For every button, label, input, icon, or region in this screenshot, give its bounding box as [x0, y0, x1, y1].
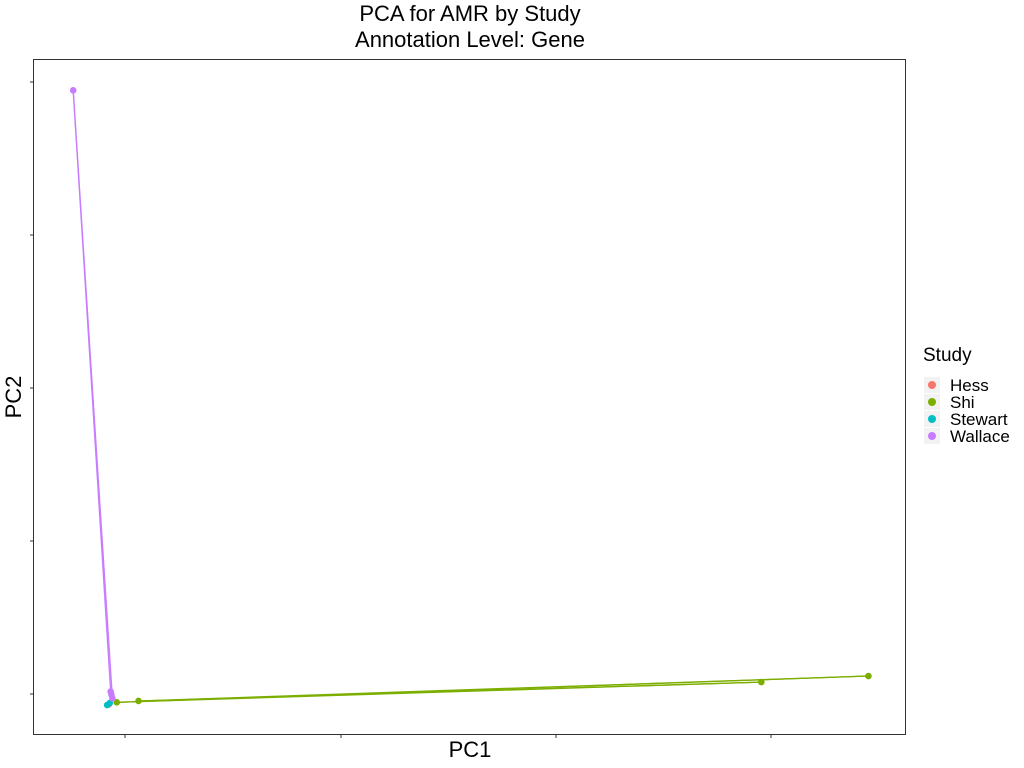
chart-subtitle: Annotation Level: Gene: [355, 27, 585, 52]
shi-data-point: [865, 672, 872, 680]
legend-dot-icon: [928, 432, 936, 440]
chart-title: PCA for AMR by Study: [359, 1, 581, 26]
shi-series-line: [116, 681, 762, 703]
series-lines: [72, 90, 869, 703]
legend-title: Study: [923, 345, 972, 366]
wallace-series-line: [72, 90, 114, 699]
legend-dot-icon: [928, 415, 936, 423]
shi-data-point: [757, 678, 765, 686]
shi-series-line: [138, 675, 869, 702]
legend-label: Stewart: [950, 410, 1008, 429]
y-axis-label: PC2: [1, 376, 26, 419]
legend-dot-icon: [928, 381, 936, 389]
legend-key: [924, 394, 940, 410]
shi-data-point: [135, 697, 142, 705]
x-axis-label: PC1: [449, 737, 492, 762]
x-axis-ticks: [124, 734, 772, 738]
y-axis-ticks: [30, 81, 34, 695]
shi-data-point: [113, 699, 121, 706]
legend-key: [924, 411, 940, 427]
plot-panel: [33, 59, 906, 735]
legend-key: [924, 428, 940, 444]
legend-label: Hess: [950, 376, 989, 395]
series-points: [69, 87, 872, 709]
legend-key: [924, 377, 940, 393]
wallace-data-point: [69, 87, 77, 94]
legend-label: Shi: [950, 393, 975, 412]
legend-dot-icon: [928, 398, 936, 406]
wallace-data-point: [109, 694, 116, 702]
legend-label: Wallace: [950, 427, 1010, 446]
